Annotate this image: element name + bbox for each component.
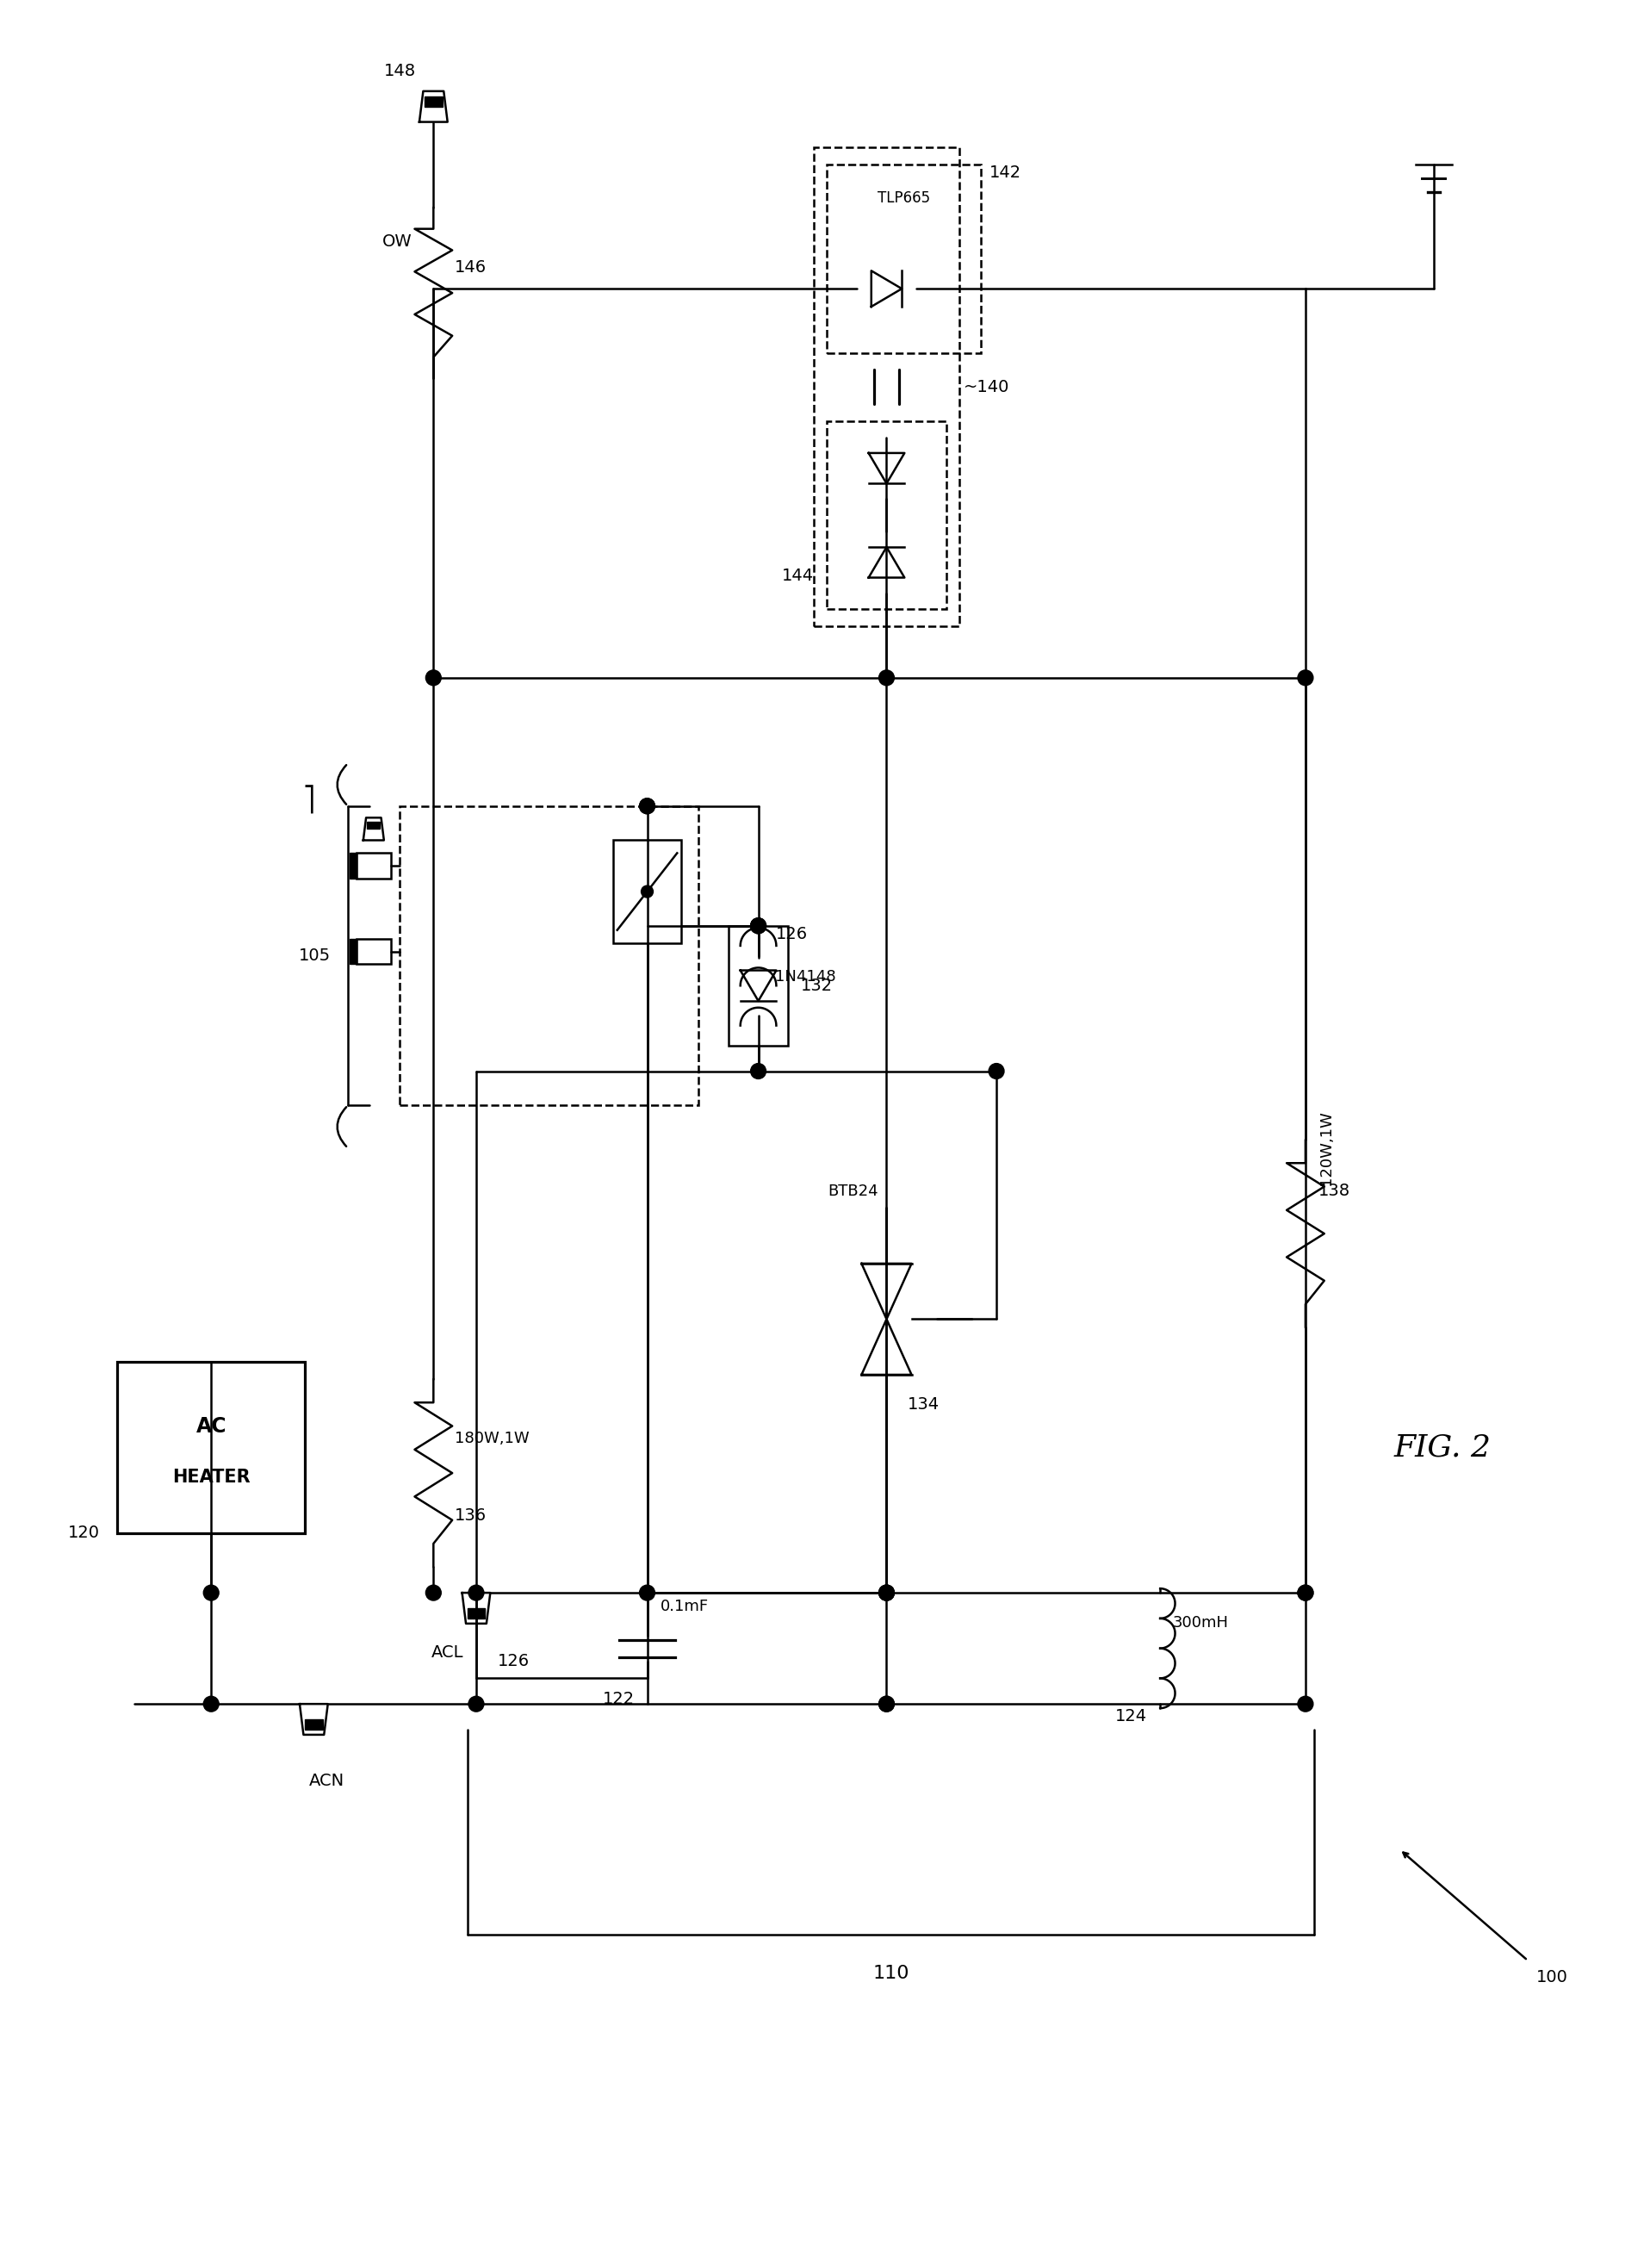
Circle shape	[426, 669, 441, 685]
Text: 100: 100	[1536, 1969, 1567, 1984]
Polygon shape	[350, 939, 356, 964]
Text: 148: 148	[384, 64, 416, 79]
Circle shape	[469, 1696, 483, 1712]
Text: ~140: ~140	[964, 379, 1010, 395]
Text: FIG. 2: FIG. 2	[1394, 1433, 1492, 1463]
Bar	[356, 853, 391, 878]
Text: 142: 142	[988, 166, 1021, 181]
Bar	[827, 422, 947, 610]
Bar	[728, 925, 789, 1046]
Text: 124: 124	[1115, 1708, 1147, 1724]
Polygon shape	[363, 819, 384, 839]
Polygon shape	[366, 821, 380, 830]
Circle shape	[640, 798, 655, 814]
Text: AC: AC	[196, 1415, 226, 1436]
Circle shape	[469, 1585, 483, 1601]
Circle shape	[879, 1585, 894, 1601]
Text: 0.1mF: 0.1mF	[660, 1599, 708, 1615]
Circle shape	[879, 1585, 894, 1601]
Circle shape	[879, 1585, 894, 1601]
Circle shape	[1299, 1585, 1313, 1601]
Bar	[614, 839, 681, 943]
Text: 120: 120	[68, 1524, 101, 1540]
Text: 1N4148: 1N4148	[776, 968, 837, 984]
Circle shape	[203, 1585, 219, 1601]
Circle shape	[879, 1696, 894, 1712]
Circle shape	[988, 1064, 1005, 1080]
Text: 144: 144	[782, 567, 813, 583]
Text: ACL: ACL	[431, 1644, 464, 1660]
Text: TLP665: TLP665	[878, 191, 931, 206]
Circle shape	[1299, 1696, 1313, 1712]
Polygon shape	[467, 1608, 485, 1619]
Text: 122: 122	[602, 1692, 634, 1708]
Circle shape	[751, 1064, 766, 1080]
Text: 105: 105	[299, 948, 332, 964]
Circle shape	[879, 669, 894, 685]
Text: 126: 126	[776, 925, 807, 943]
Circle shape	[751, 919, 766, 934]
Bar	[399, 805, 698, 1105]
Text: 110: 110	[873, 1964, 909, 1982]
Circle shape	[751, 919, 766, 934]
Polygon shape	[305, 1719, 323, 1730]
Text: OW: OW	[383, 234, 412, 249]
Text: 132: 132	[800, 978, 833, 993]
Polygon shape	[300, 1703, 328, 1735]
Circle shape	[203, 1696, 219, 1712]
Circle shape	[642, 885, 653, 898]
Text: 300mH: 300mH	[1173, 1615, 1229, 1631]
Bar	[827, 166, 980, 354]
Circle shape	[751, 919, 766, 934]
Circle shape	[1299, 1585, 1313, 1601]
Circle shape	[879, 1696, 894, 1712]
Text: 134: 134	[908, 1397, 940, 1413]
Circle shape	[640, 1585, 655, 1601]
Polygon shape	[424, 95, 442, 107]
Text: 120W,1W: 120W,1W	[1318, 1111, 1333, 1186]
Polygon shape	[419, 91, 447, 122]
Circle shape	[1299, 669, 1313, 685]
Bar	[356, 939, 391, 964]
Circle shape	[640, 798, 655, 814]
Text: 146: 146	[455, 259, 487, 274]
Text: 180W,1W: 180W,1W	[455, 1431, 530, 1447]
Text: ACN: ACN	[309, 1771, 345, 1789]
Text: BTB24: BTB24	[828, 1184, 878, 1198]
Text: 138: 138	[1318, 1182, 1350, 1200]
Polygon shape	[462, 1592, 490, 1624]
Circle shape	[426, 1585, 441, 1601]
Polygon shape	[350, 853, 356, 878]
Text: 126: 126	[498, 1653, 530, 1669]
Text: HEATER: HEATER	[172, 1470, 251, 1486]
Bar	[813, 147, 959, 626]
Text: 136: 136	[455, 1508, 487, 1524]
Bar	[117, 1361, 305, 1533]
Text: ⎣: ⎣	[299, 782, 312, 812]
